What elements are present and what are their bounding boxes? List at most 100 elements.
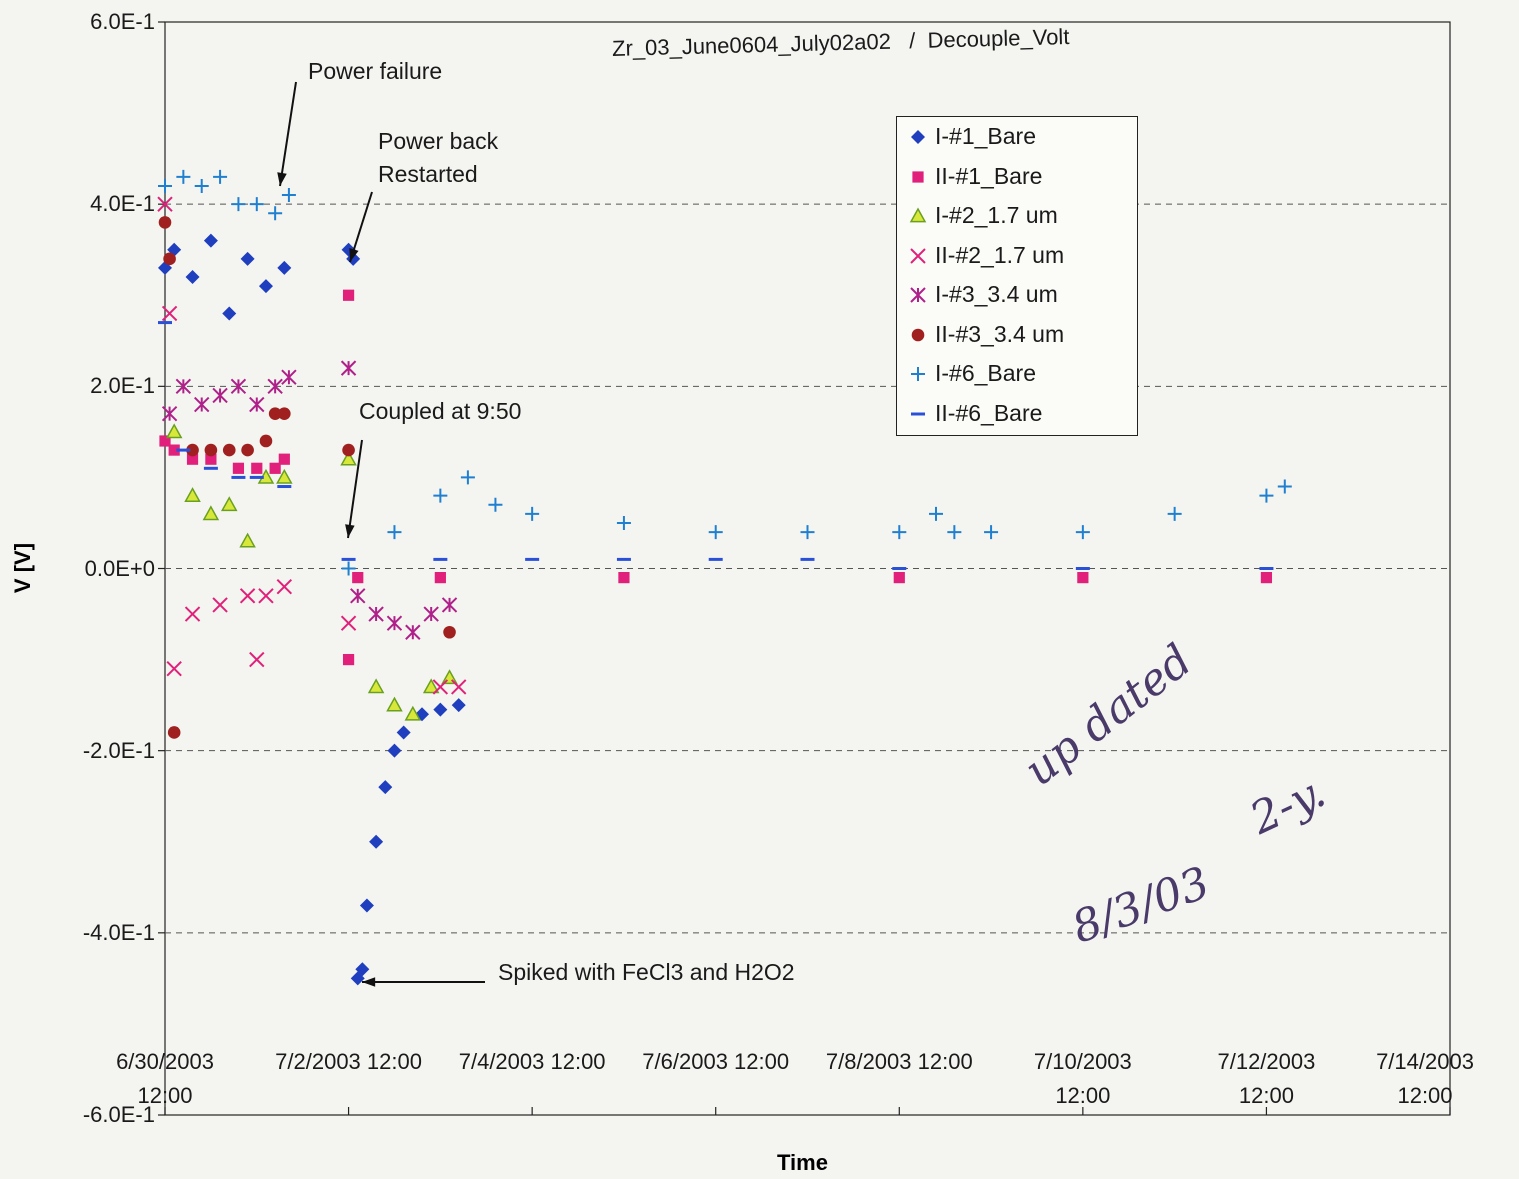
data-point	[386, 615, 403, 631]
x-tick-marks	[164, 1107, 1451, 1115]
data-point	[340, 360, 357, 376]
legend-label: II-#1_Bare	[935, 162, 1043, 189]
data-point	[423, 606, 439, 622]
data-point	[800, 525, 815, 540]
legend-symbol	[910, 287, 926, 303]
data-point	[249, 396, 265, 413]
legend-entry: I-#2_1.7 um	[909, 202, 1058, 229]
annotation-coupled: Coupled at 9:50	[359, 398, 522, 424]
arrow-shaft	[279, 81, 297, 187]
legend-label: II-#6_Bare	[935, 399, 1043, 426]
data-point	[220, 496, 238, 512]
data-point	[230, 378, 247, 395]
data-point	[460, 470, 475, 485]
data-point	[708, 525, 723, 540]
annotation-power-back: Power back Restarted	[378, 128, 499, 187]
annotation-power-failure: Power failure	[308, 58, 443, 84]
legend-symbol	[912, 170, 924, 183]
data-point	[929, 506, 943, 521]
data-point	[441, 597, 458, 613]
data-point	[443, 625, 456, 639]
data-point	[433, 488, 448, 503]
series-I-#6_Bare	[158, 169, 1292, 576]
y-tick-label: 4.0E-1	[90, 191, 155, 217]
series-I-#1_Bare	[158, 233, 466, 986]
series-II-#1_Bare	[159, 289, 1273, 666]
legend-marker	[911, 130, 925, 144]
data-point	[340, 615, 357, 631]
data-point	[451, 679, 467, 695]
data-point	[163, 252, 176, 266]
data-point	[892, 525, 907, 540]
legend-label: I-#1_Bare	[935, 123, 1037, 149]
series-I-#3_3.4 um	[161, 360, 458, 640]
data-point	[984, 525, 999, 540]
data-point	[212, 597, 228, 613]
data-point	[167, 242, 182, 257]
data-point	[1259, 488, 1274, 503]
data-point	[231, 197, 246, 212]
data-point	[451, 698, 466, 713]
legend-label: I-#6_Bare	[935, 360, 1037, 386]
data-point	[168, 444, 180, 456]
annotation-spiked: Spiked with FeCl3 and H2O2	[498, 959, 795, 985]
x-tick-label: 7/8/2003 12:00	[825, 1049, 973, 1074]
data-point	[167, 726, 181, 739]
data-point	[947, 525, 962, 540]
series-I-#2_1.7 um	[165, 423, 458, 721]
data-point	[186, 453, 199, 465]
data-point	[165, 423, 183, 439]
data-point	[222, 443, 236, 457]
legend-entry: I-#3_3.4 um	[910, 281, 1058, 308]
data-point	[205, 453, 217, 465]
data-point	[893, 572, 905, 584]
data-point	[1277, 479, 1292, 494]
data-point	[184, 487, 201, 502]
legend-symbol	[911, 328, 925, 341]
data-point	[204, 443, 218, 457]
data-point	[359, 898, 374, 913]
legend-symbol	[909, 207, 927, 223]
arrow-head	[349, 248, 359, 262]
legend-entry: I-#1_Bare	[911, 123, 1037, 150]
data-point	[194, 396, 210, 413]
data-point	[386, 696, 403, 712]
x-tick-label: 7/14/2003 12:00	[1376, 1049, 1474, 1108]
legend-label: II-#2_1.7 um	[935, 241, 1065, 268]
legend-entry: II-#6_Bare	[911, 399, 1043, 427]
x-tick-label: 7/4/2003 12:00	[458, 1049, 606, 1074]
data-point	[1167, 506, 1182, 521]
data-point	[185, 270, 200, 285]
data-point	[368, 606, 384, 622]
data-point	[387, 525, 402, 540]
y-tick-label: -6.0E-1	[82, 1102, 155, 1127]
data-point	[240, 251, 255, 266]
data-point	[267, 378, 283, 395]
data-point	[158, 216, 172, 229]
arrow-power-failure	[277, 81, 297, 187]
data-point	[186, 443, 199, 457]
legend-symbol	[911, 130, 925, 144]
data-point	[1077, 572, 1089, 584]
legend-symbol	[911, 367, 925, 381]
legend-label: I-#2_1.7 um	[935, 202, 1058, 228]
data-point	[202, 505, 220, 521]
series-II-#6_Bare	[158, 321, 1274, 570]
data-point	[258, 588, 274, 604]
data-point	[422, 678, 440, 694]
y-axis-label: V [V]	[10, 542, 36, 594]
data-point	[276, 579, 293, 595]
data-point	[251, 462, 263, 474]
legend-marker	[911, 328, 925, 341]
legend-marker	[909, 207, 927, 223]
y-tick-label: 2.0E-1	[90, 373, 155, 399]
data-point	[352, 572, 364, 584]
data-point	[433, 702, 448, 717]
legend-marker	[910, 287, 926, 303]
x-tick-label: 7/2/2003 12:00	[275, 1049, 422, 1074]
legend-entry: II-#1_Bare	[912, 162, 1043, 190]
data-point	[281, 369, 297, 385]
data-point	[276, 468, 293, 484]
